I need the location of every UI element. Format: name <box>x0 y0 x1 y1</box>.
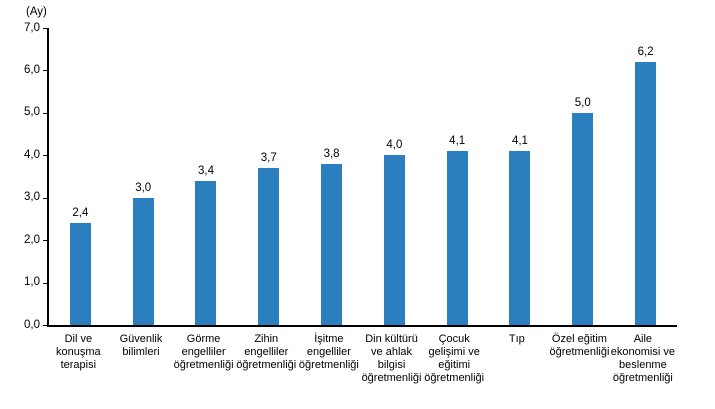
y-tick-mark <box>43 240 47 241</box>
x-category-label: Tıp <box>508 333 525 345</box>
y-axis-unit-label: (Ay) <box>26 6 47 18</box>
x-category-label: Zihin engelliler öğretmenliği <box>236 333 297 371</box>
bar <box>258 168 280 325</box>
bar-value-label: 4,1 <box>449 135 466 148</box>
y-tick-label: 2,0 <box>24 233 40 246</box>
y-tick-label: 0,0 <box>24 318 40 331</box>
plot-area: 2,4 3,0 3,4 3,7 3,8 4,0 4,1 4,1 5,0 6,2 <box>47 28 677 327</box>
bar-slot: 6,2 <box>614 28 677 325</box>
y-tick-mark <box>43 198 47 199</box>
y-tick-label: 1,0 <box>24 276 40 289</box>
bar-value-label: 5,0 <box>574 96 591 109</box>
bar-slot: 3,8 <box>300 28 363 325</box>
x-category-label: Özel eğitim öğretmenliği <box>549 333 610 358</box>
bar-value-label: 3,8 <box>323 147 340 160</box>
bar-value-label: 6,2 <box>637 45 654 58</box>
bar <box>446 151 468 325</box>
y-tick-label: 7,0 <box>24 21 40 34</box>
bar-slot: 3,4 <box>175 28 238 325</box>
bar-slot: 4,1 <box>426 28 489 325</box>
bar <box>383 155 405 325</box>
x-category-label: İşitme engelliler öğretmenliği <box>298 333 359 371</box>
x-category-label: Çocuk gelişimi ve eğitimi öğretmenliği <box>424 333 485 384</box>
bar <box>572 112 594 325</box>
bar-value-label: 3,0 <box>135 181 152 194</box>
bar-slot: 4,0 <box>363 28 426 325</box>
bar <box>69 223 91 325</box>
y-tick-mark <box>43 155 47 156</box>
y-tick-mark <box>43 113 47 114</box>
bar-value-label: 3,4 <box>197 164 214 177</box>
x-category-label: Güvenlik bilimleri <box>119 333 163 358</box>
bar-slot: 5,0 <box>551 28 614 325</box>
bar-slot: 3,7 <box>237 28 300 325</box>
bar <box>132 197 154 325</box>
bar-value-label: 3,7 <box>260 152 277 165</box>
y-tick-label: 4,0 <box>24 148 40 161</box>
y-tick-mark <box>43 28 47 29</box>
bar-value-label: 4,1 <box>511 135 528 148</box>
bar <box>509 151 531 325</box>
bar-slot: 2,4 <box>49 28 112 325</box>
y-tick-mark <box>43 325 47 326</box>
bar <box>195 180 217 325</box>
bar-value-label: 4,0 <box>386 139 403 152</box>
bar <box>635 61 657 325</box>
x-category-label: Görme engelliler öğretmenliği <box>173 333 234 371</box>
x-axis-labels: Dil ve konuşma terapisi Güvenlik bilimler… <box>47 333 675 385</box>
bar-value-label: 2,4 <box>72 207 89 220</box>
y-tick-mark <box>43 70 47 71</box>
x-category-label: Aile ekonomisi ve beslenme öğretmenliği <box>610 333 675 384</box>
y-tick-label: 3,0 <box>24 191 40 204</box>
bar <box>321 163 343 325</box>
bar-slot: 4,1 <box>489 28 552 325</box>
bar-slot: 3,0 <box>112 28 175 325</box>
y-tick-mark <box>43 283 47 284</box>
y-tick-label: 5,0 <box>24 106 40 119</box>
x-category-label: Din kültürü ve ahlak bilgisi öğretmenliğ… <box>361 333 422 384</box>
bars-container: 2,4 3,0 3,4 3,7 3,8 4,0 4,1 4,1 5,0 6,2 <box>49 28 677 325</box>
x-category-label: Dil ve konuşma terapisi <box>56 333 101 371</box>
y-tick-label: 6,0 <box>24 63 40 76</box>
